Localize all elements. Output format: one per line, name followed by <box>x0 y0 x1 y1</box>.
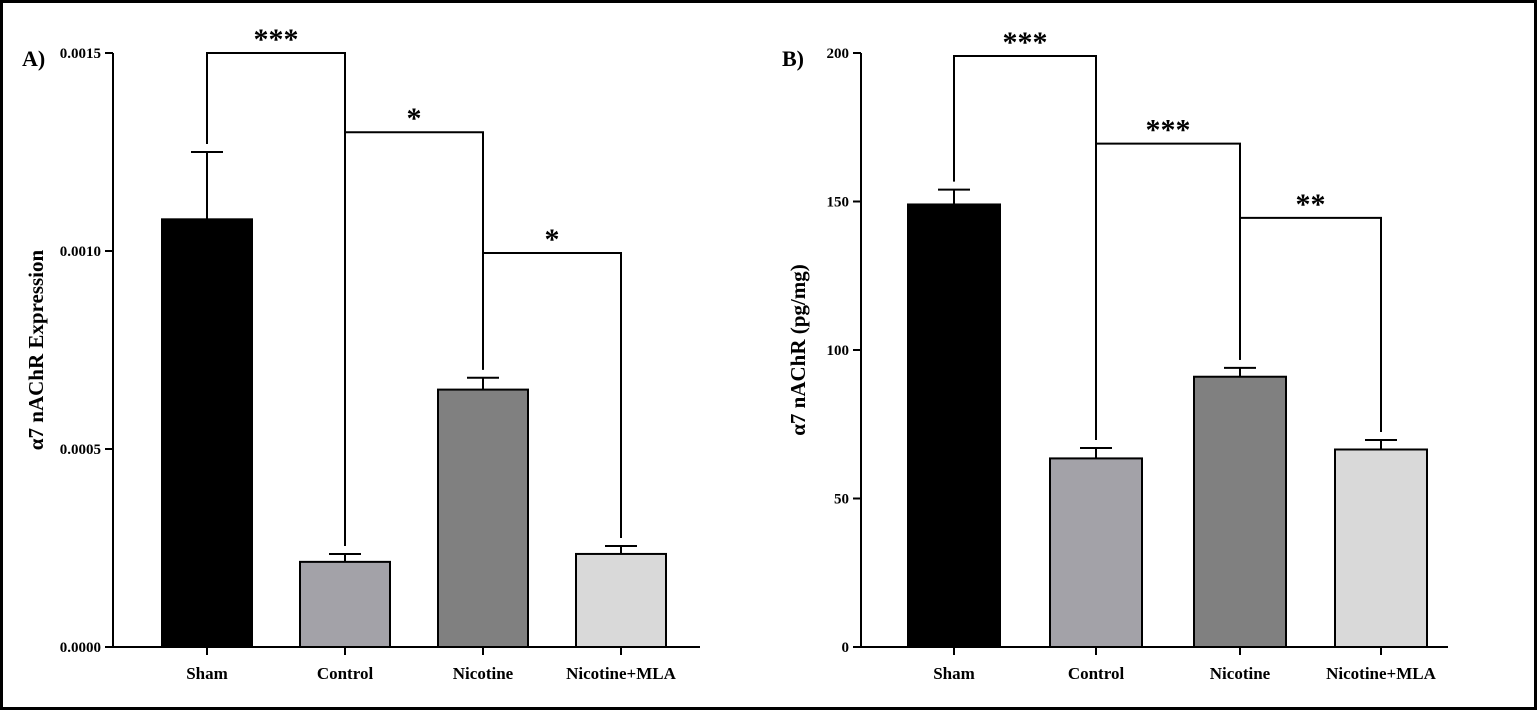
bar <box>437 388 529 648</box>
x-category-label: Sham <box>186 664 228 683</box>
significance-stars: *** <box>254 23 299 56</box>
y-tick-label: 0 <box>842 640 850 656</box>
y-tick-label: 0.0010 <box>60 244 101 260</box>
x-category-label: Control <box>1068 664 1125 683</box>
significance-stars: * <box>407 102 422 135</box>
bar <box>575 552 667 648</box>
x-category-label: Nicotine <box>453 664 514 683</box>
bar <box>907 203 1001 648</box>
significance-bracket <box>344 131 484 546</box>
chart-figure: 0.0000 0.0005 0.0010 0.0015 Sham Control Nicot… <box>22 23 1448 683</box>
x-category-label: Control <box>317 664 374 683</box>
panel-label: A) <box>22 46 45 71</box>
y-axis-label: α7 nAChR (pg/mg) <box>786 264 810 436</box>
x-category-label: Nicotine+MLA <box>1326 664 1437 683</box>
significance-stars: *** <box>1146 114 1191 147</box>
y-tick-label: 150 <box>827 195 850 211</box>
significance-stars: ** <box>1296 188 1326 221</box>
bar <box>161 218 253 648</box>
y-tick-label: 50 <box>834 492 849 508</box>
x-category-label: Sham <box>933 664 975 683</box>
bar <box>1049 457 1143 648</box>
x-category-label: Nicotine <box>1210 664 1271 683</box>
y-tick-label: 100 <box>827 343 850 359</box>
significance-bracket <box>1239 216 1382 432</box>
significance-stars: *** <box>1003 26 1048 59</box>
y-tick-label: 0.0015 <box>60 46 101 62</box>
y-tick-label: 200 <box>827 46 850 62</box>
y-axis-label: α7 nAChR Expression <box>24 249 48 450</box>
y-tick-label: 0.0000 <box>60 640 101 656</box>
y-tick-label: 0.0005 <box>60 442 101 458</box>
bar <box>1334 448 1428 648</box>
x-category-label: Nicotine+MLA <box>566 664 677 683</box>
panel-label: B) <box>782 46 804 71</box>
bar <box>1193 375 1287 648</box>
significance-stars: * <box>545 223 560 256</box>
bar <box>299 560 391 648</box>
significance-bracket <box>482 251 622 539</box>
